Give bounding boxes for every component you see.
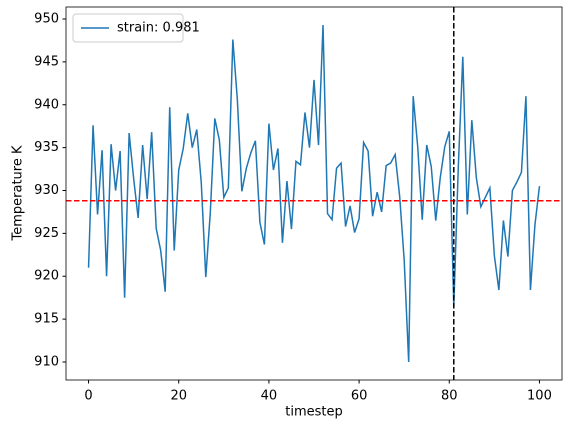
x-tick-label: 20 (170, 389, 187, 404)
x-tick-label: 40 (261, 389, 278, 404)
y-tick-label: 925 (34, 226, 59, 241)
x-tick-label: 60 (351, 389, 368, 404)
plot-frame (65, 6, 563, 381)
y-tick-label: 930 (34, 183, 59, 198)
x-tick-label: 100 (527, 389, 552, 404)
x-axis-label: timestep (285, 405, 343, 420)
data-line (87, 24, 541, 363)
legend-label: strain: 0.981 (117, 21, 200, 36)
y-tick-label: 915 (34, 312, 59, 327)
legend-box (72, 13, 184, 43)
y-tick-label: 945 (34, 54, 59, 69)
y-tick-label: 935 (34, 140, 59, 155)
x-tick-label: 80 (441, 389, 458, 404)
y-tick-label: 920 (34, 269, 59, 284)
y-axis-label: Temperature K (11, 145, 26, 241)
y-tick-label: 950 (34, 12, 59, 27)
x-tick-label: 0 (84, 389, 92, 404)
y-tick-label: 940 (34, 97, 59, 112)
y-tick-label: 910 (34, 354, 59, 369)
